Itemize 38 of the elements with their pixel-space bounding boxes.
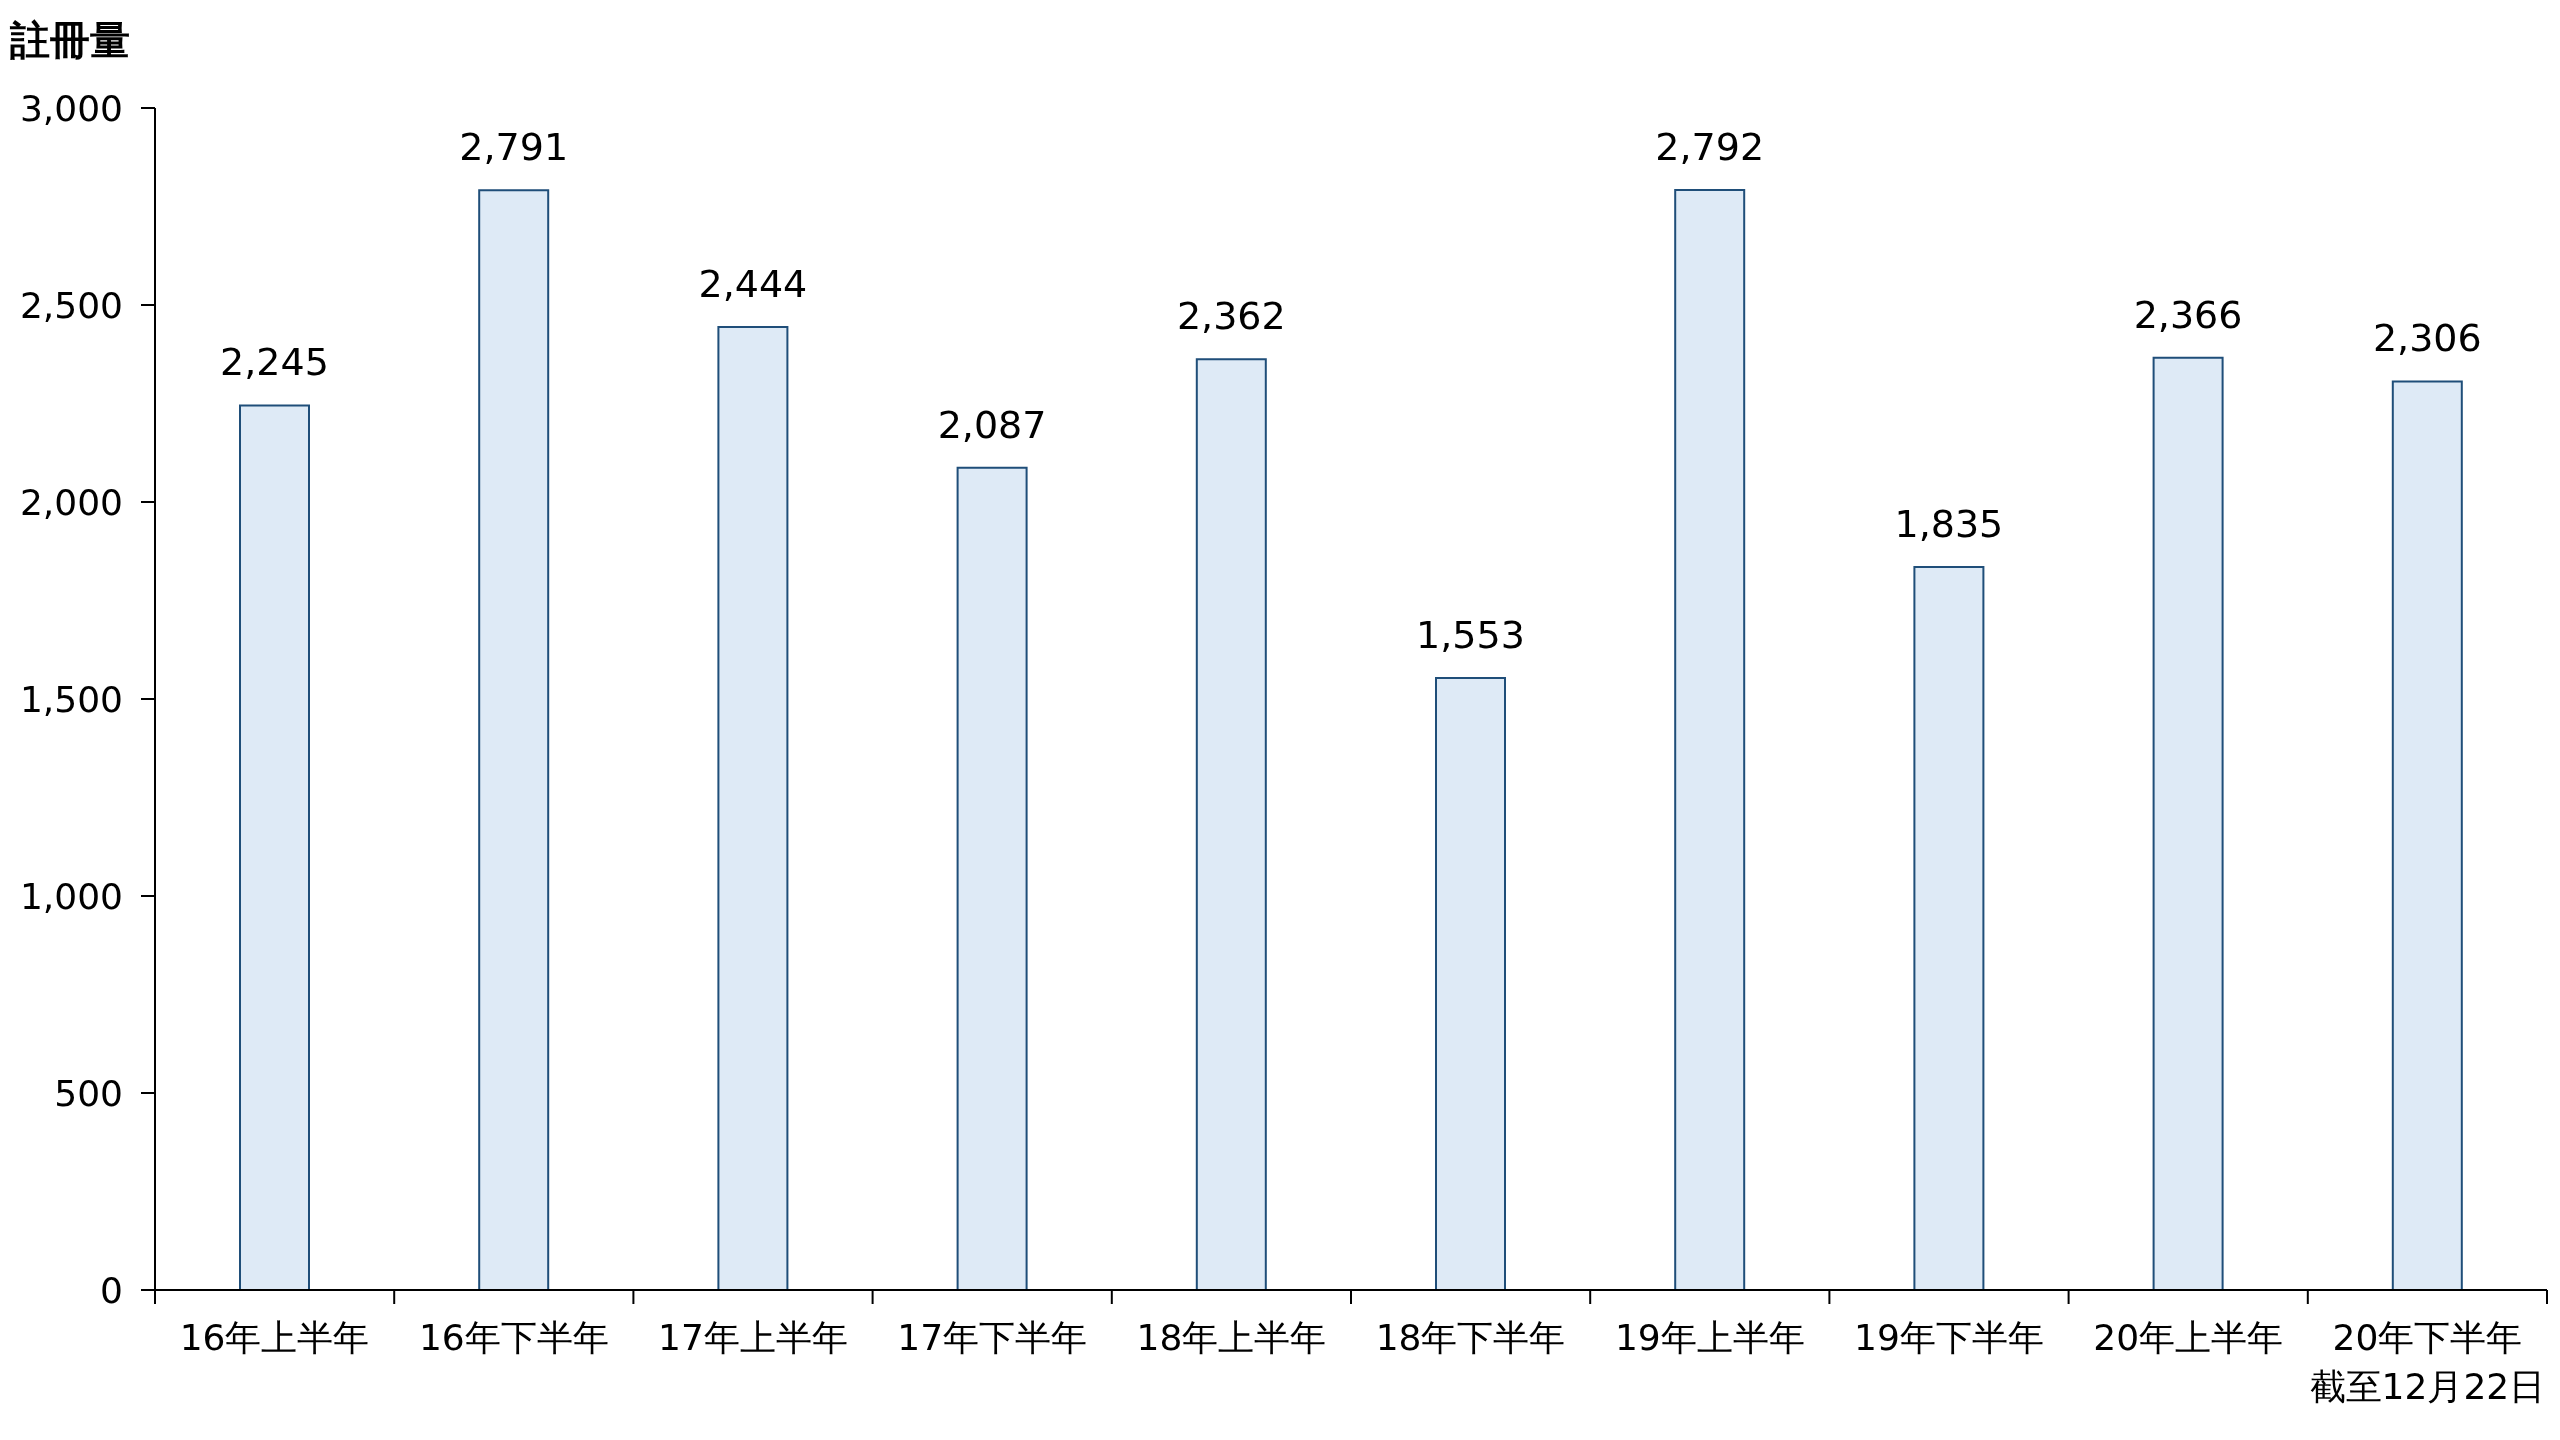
x-tick-label: 17年下半年: [897, 1317, 1088, 1358]
data-label: 2,306: [2372, 316, 2482, 361]
data-label: 1,553: [1416, 613, 1525, 658]
bar: [1913, 566, 1985, 1290]
y-tick-label: 2,000: [19, 481, 123, 523]
data-label: 2,366: [2133, 292, 2243, 337]
bar: [2391, 380, 2463, 1290]
y-tick-label: 1,500: [19, 678, 123, 720]
x-tick-label: 19年上半年: [1614, 1317, 1805, 1358]
x-tick-label: 17年上半年: [658, 1317, 848, 1358]
y-tick-label: 2,500: [19, 284, 123, 326]
bar: [1435, 677, 1506, 1290]
bar: [1674, 188, 1746, 1290]
x-tick-label: 20年下半年截至12月22日: [2309, 1317, 2546, 1407]
bar: [239, 404, 310, 1290]
data-label: 1,835: [1894, 502, 2004, 547]
bar: [956, 466, 1028, 1290]
data-label: 2,792: [1655, 124, 1765, 169]
data-label: 2,362: [1176, 294, 1286, 339]
y-tick-label: 0: [100, 1269, 123, 1311]
x-tick-label: 19年下半年: [1854, 1317, 2044, 1358]
bar: [2152, 356, 2224, 1290]
data-label: 2,087: [937, 402, 1047, 447]
data-label: 2,245: [220, 340, 329, 385]
y-axis-title: 註冊量: [10, 16, 130, 64]
bar: [1195, 358, 1267, 1290]
data-label: 2,444: [698, 262, 808, 307]
x-tick-label: 18年下半年: [1375, 1317, 1566, 1358]
x-tick-label: 20年上半年: [2093, 1317, 2284, 1358]
y-tick-label: 3,000: [19, 87, 123, 129]
data-label: 2,791: [459, 125, 569, 170]
bar: [717, 326, 789, 1290]
y-tick-label: 1,000: [19, 875, 123, 917]
x-tick-label: 16年下半年: [418, 1317, 609, 1358]
x-tick-label: 16年上半年: [179, 1317, 370, 1358]
bar: [478, 189, 550, 1290]
y-tick-label: 500: [54, 1072, 123, 1114]
x-tick-label: 18年上半年: [1136, 1317, 1327, 1358]
